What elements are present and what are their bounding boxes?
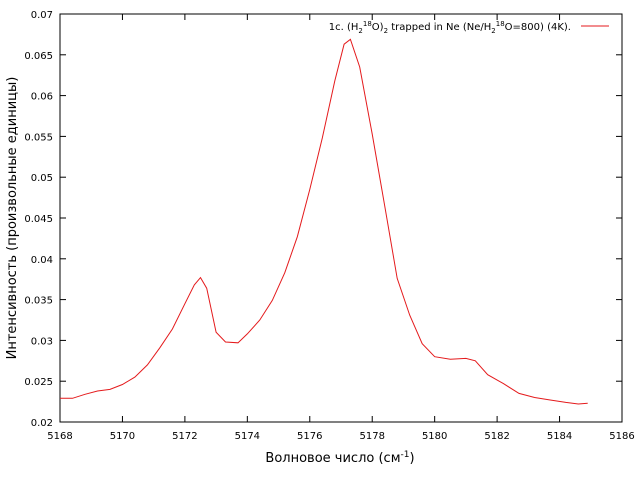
x-tick-label: 5182 bbox=[484, 431, 509, 442]
y-tick-label: 0.055 bbox=[24, 132, 53, 143]
y-tick-label: 0.02 bbox=[31, 418, 53, 429]
x-tick-label: 5184 bbox=[547, 431, 572, 442]
x-tick-label: 5180 bbox=[422, 431, 447, 442]
y-tick-label: 0.06 bbox=[31, 92, 53, 103]
y-axis-title: Интенсивность (произвольные единицы) bbox=[5, 77, 20, 360]
y-tick-label: 0.04 bbox=[31, 255, 53, 266]
y-tick-label: 0.065 bbox=[24, 51, 53, 62]
y-tick-label: 0.07 bbox=[31, 10, 53, 21]
legend: 1c. (H218O)2 trapped in Ne (Ne/H218O=800… bbox=[329, 20, 609, 35]
tick-labels: 5168 5170 5172 5174 5176 5178 5180 5182 5184 5186… bbox=[24, 10, 634, 442]
x-tick-label: 5170 bbox=[110, 431, 135, 442]
plot-frame bbox=[59, 13, 623, 423]
y-tick-label: 0.045 bbox=[24, 214, 53, 225]
x-tick-label: 5176 bbox=[297, 431, 322, 442]
x-tick-label: 5172 bbox=[172, 431, 197, 442]
y-tick-label: 0.025 bbox=[24, 377, 53, 388]
x-tick-label: 5174 bbox=[235, 431, 260, 442]
y-tick-label: 0.05 bbox=[31, 173, 53, 184]
y-tick-label: 0.03 bbox=[31, 336, 53, 347]
series-line bbox=[60, 38, 588, 405]
x-tick-label: 5178 bbox=[359, 431, 384, 442]
y-tick-label: 0.035 bbox=[24, 296, 53, 307]
x-axis-title: Волновое число (см-1) bbox=[265, 450, 414, 466]
x-tick-label: 5168 bbox=[47, 431, 72, 442]
x-tick-label: 5186 bbox=[609, 431, 634, 442]
legend-label: 1c. (H218O)2 trapped in Ne (Ne/H218O=800… bbox=[329, 20, 571, 35]
axis-ticks bbox=[59, 13, 623, 423]
